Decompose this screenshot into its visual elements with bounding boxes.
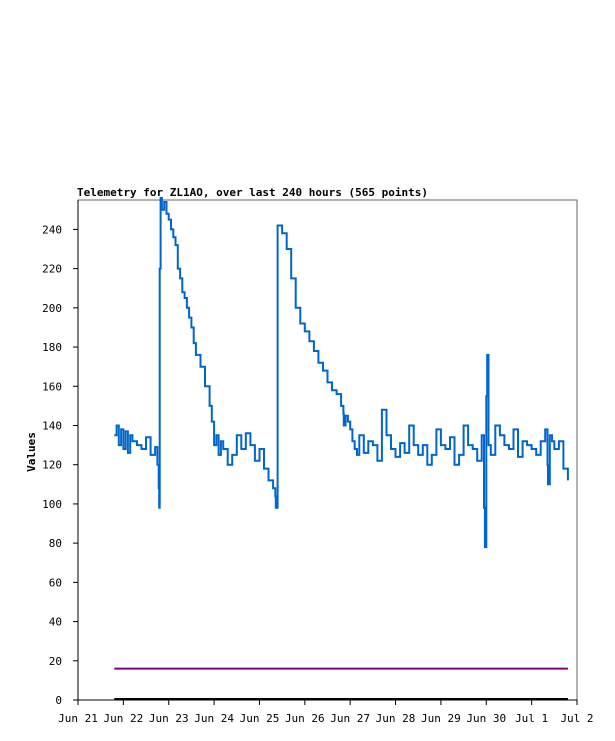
y-tick-label: 0 (55, 694, 62, 707)
y-tick-label: 20 (49, 655, 62, 668)
x-tick-label: Jul 1 (515, 712, 548, 725)
y-axis-label: Values (25, 432, 38, 472)
x-tick-label: Jun 26 (285, 712, 325, 725)
chart-title: Telemetry for ZL1AO, over last 240 hours… (77, 186, 428, 199)
y-tick-label: 240 (42, 223, 62, 236)
x-tick-label: Jun 29 (421, 712, 461, 725)
y-tick-label: 180 (42, 341, 62, 354)
x-tick-label: Jun 22 (103, 712, 143, 725)
plot-frame (77, 199, 578, 701)
y-tick-label: 120 (42, 459, 62, 472)
y-tick-label: 200 (42, 302, 62, 315)
y-tick-label: 80 (49, 537, 62, 550)
x-tick-label: Jul 2 (560, 712, 593, 725)
x-tick-label: Jun 24 (194, 712, 234, 725)
y-axis-ticks: 0 20 40 60 80 100 120 140 160 180 200 220 240 (42, 223, 78, 707)
x-tick-label: Jun 27 (330, 712, 370, 725)
plot-area (77, 199, 578, 701)
y-tick-label: 220 (42, 263, 62, 276)
x-tick-label: Jun 25 (240, 712, 280, 725)
y-tick-label: 60 (49, 576, 62, 589)
x-tick-label: Jun 30 (466, 712, 506, 725)
x-tick-label: Jun 28 (376, 712, 416, 725)
series-1-line (114, 197, 569, 549)
y-tick-label: 160 (42, 380, 62, 393)
series-layer (114, 197, 569, 700)
x-tick-label: Jun 23 (149, 712, 189, 725)
x-tick-label: Jun 21 (58, 712, 98, 725)
y-tick-label: 140 (42, 419, 62, 432)
x-axis-ticks: Jun 21 Jun 22 Jun 23 Jun 24 Jun 25 Jun 26 Jun … (58, 700, 594, 725)
y-tick-label: 100 (42, 498, 62, 511)
y-tick-label: 40 (49, 616, 62, 629)
